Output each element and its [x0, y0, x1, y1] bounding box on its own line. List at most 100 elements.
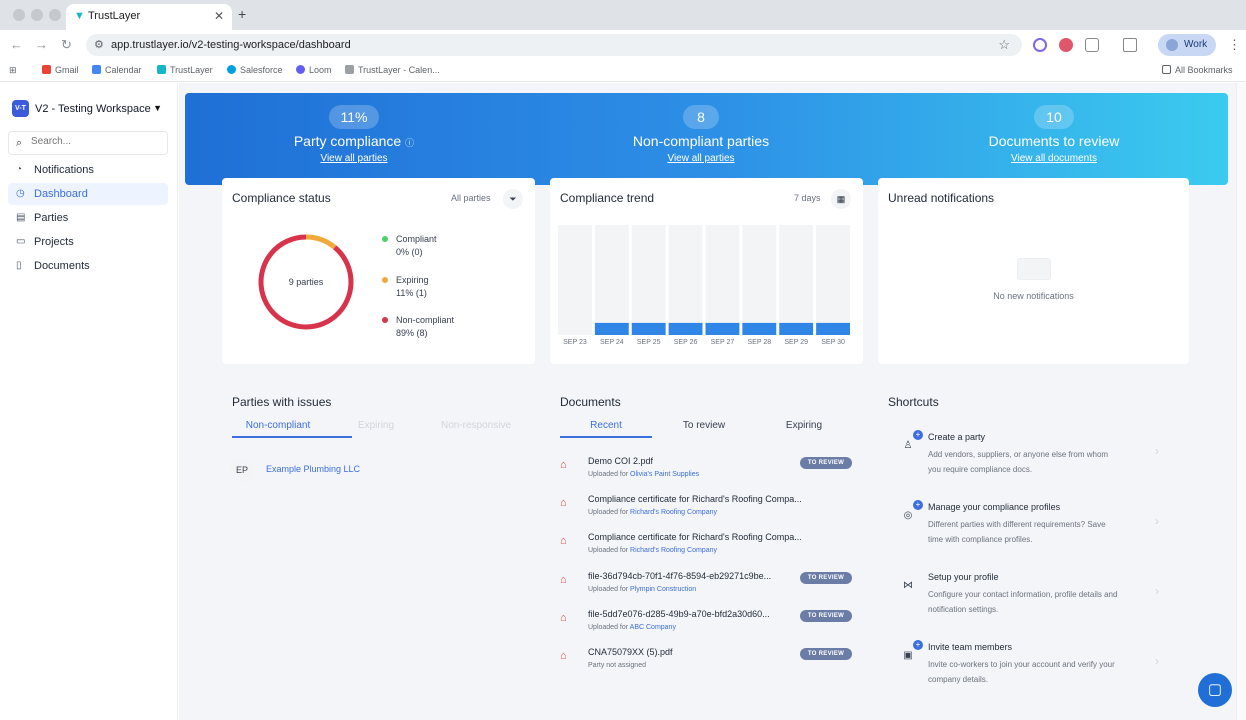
trend-x-tick-label: SEP 27 [711, 339, 735, 346]
party-name-link[interactable]: Example Plumbing LLC [266, 464, 361, 474]
omnibox[interactable]: ⚙ app.trustlayer.io/v2-testing-workspace… [86, 34, 1022, 56]
trend-bar[interactable] [631, 322, 666, 335]
page-scrollbar[interactable] [1236, 83, 1246, 720]
extension-icon[interactable] [1033, 38, 1047, 52]
trend-bar-background [594, 225, 629, 335]
trustlayer-favicon-icon: ▼ [74, 10, 85, 22]
side-panel-icon[interactable] [1123, 38, 1137, 52]
url-text[interactable]: app.trustlayer.io/v2-testing-workspace/d… [111, 39, 351, 51]
document-name[interactable]: file-5dd7e076-d285-49b9-a70e-bfd2a30d60.… [588, 609, 770, 619]
search-input[interactable] [31, 136, 161, 147]
all-bookmarks[interactable]: All Bookmarks [1162, 65, 1233, 75]
pdf-icon: ⌂ [560, 497, 567, 509]
document-subtitle: Uploaded for ABC Company [588, 624, 676, 631]
reload-icon[interactable]: ↻ [61, 37, 72, 52]
extension-icon[interactable] [1059, 38, 1073, 52]
pdf-icon: ⌂ [560, 574, 567, 586]
shortcut-invite-team[interactable]: ▣ + Invite team members Invite co-worker… [890, 640, 1180, 698]
sidebar-item-dashboard[interactable]: ◷ Dashboard [8, 183, 168, 205]
legend-name: Expiring [396, 275, 429, 285]
trend-bar[interactable] [742, 322, 777, 335]
sidebar-item-parties[interactable]: ▤ Parties [8, 207, 168, 229]
site-info-icon[interactable]: ⚙ [94, 39, 104, 51]
shortcut-description: Configure your contact information, prof… [928, 590, 1118, 614]
trend-bar[interactable] [668, 322, 703, 335]
document-row[interactable]: ⌂ file-5dd7e076-d285-49b9-a70e-bfd2a30d6… [560, 609, 852, 637]
new-tab-icon[interactable]: + [238, 6, 247, 22]
view-all-parties-link[interactable]: View all parties [667, 153, 735, 164]
document-row[interactable]: ⌂ CNA75079XX (5).pdf Party not assigned … [560, 647, 852, 675]
shortcut-create-party[interactable]: ♙ + Create a party Add vendors, supplier… [890, 430, 1180, 488]
document-name[interactable]: file-36d794cb-70f1-4f76-8594-eb29271c9be… [588, 571, 772, 581]
browser-tab[interactable]: ▼ TrustLayer ✕ [66, 4, 232, 30]
profile-button[interactable]: Work [1158, 34, 1216, 56]
sidebar: V-T V2 - Testing Workspace ▼ ⌕ ◔ Notific… [0, 83, 178, 720]
apps-grid-icon[interactable]: ⊞ [9, 65, 17, 75]
bookmark-calendar[interactable]: Calendar [92, 65, 142, 75]
forward-icon[interactable]: → [35, 37, 48, 52]
filter-label[interactable]: All parties [451, 193, 491, 203]
browser-menu-icon[interactable]: ⋮ [1228, 37, 1241, 52]
info-icon[interactable]: ⓘ [405, 138, 415, 148]
bookmark-salesforce[interactable]: Salesforce [227, 65, 283, 75]
trend-bar[interactable] [594, 322, 629, 335]
trend-bar-background [631, 225, 666, 335]
extensions-puzzle-icon[interactable] [1085, 38, 1099, 52]
party-link[interactable]: ABC Company [629, 624, 676, 631]
chevron-right-icon: › [1155, 514, 1159, 528]
calendar-icon[interactable]: ▦ [831, 189, 851, 209]
document-row[interactable]: ⌂ Demo COI 2.pdf Uploaded for Olivia's P… [560, 456, 852, 484]
party-link[interactable]: Richard's Roofing Company [630, 509, 717, 516]
address-bar-row: ← → ↻ ⚙ app.trustlayer.io/v2-testing-wor… [0, 30, 1246, 60]
sidebar-item-label: Documents [34, 260, 90, 272]
tab-to-review[interactable]: To review [682, 420, 726, 431]
range-label[interactable]: 7 days [794, 193, 821, 203]
document-row[interactable]: ⌂ file-36d794cb-70f1-4f76-8594-eb29271c9… [560, 571, 852, 599]
filter-icon[interactable]: ⏷ [503, 189, 523, 209]
document-name[interactable]: Compliance certificate for Richard's Roo… [588, 532, 802, 542]
kpi-party-compliance: 11% Party compliance ⓘ View all parties [204, 105, 504, 164]
document-name[interactable]: CNA75079XX (5).pdf [588, 647, 673, 657]
maximize-window-button[interactable] [49, 9, 61, 21]
chat-support-button[interactable]: ▢ [1198, 673, 1232, 707]
trend-bar-background [816, 225, 850, 335]
profile-avatar-icon [1166, 39, 1178, 51]
sidebar-item-projects[interactable]: ▭ Projects [8, 231, 168, 253]
search-box[interactable]: ⌕ [8, 131, 168, 155]
sidebar-item-notifications[interactable]: ◔ Notifications [8, 159, 168, 181]
close-tab-icon[interactable]: ✕ [213, 9, 224, 23]
bookmark-trustlayer[interactable]: TrustLayer [157, 65, 213, 75]
minimize-window-button[interactable] [31, 9, 43, 21]
caret-down-icon: ▼ [153, 103, 162, 113]
tab-expiring[interactable]: Expiring [785, 420, 823, 431]
back-icon[interactable]: ← [10, 37, 23, 52]
bookmark-gmail[interactable]: Gmail [42, 65, 79, 75]
view-all-documents-link[interactable]: View all documents [1011, 153, 1097, 164]
tab-non-compliant[interactable]: Non-compliant [245, 420, 311, 431]
card-title: Compliance status [232, 191, 331, 205]
party-link[interactable]: Richard's Roofing Company [630, 547, 717, 554]
party-link[interactable]: Olivia's Paint Supplies [630, 471, 700, 478]
workspace-switcher[interactable]: V-T V2 - Testing Workspace ▼ [8, 96, 168, 122]
tab-expiring[interactable]: Expiring [357, 420, 395, 431]
document-name[interactable]: Demo COI 2.pdf [588, 456, 654, 466]
tab-non-responsive[interactable]: Non-responsive [440, 420, 512, 431]
document-row[interactable]: ⌂ Compliance certificate for Richard's R… [560, 494, 852, 522]
bookmark-trustlayer-calendar[interactable]: TrustLayer - Calen... [345, 65, 440, 75]
view-all-parties-link[interactable]: View all parties [320, 153, 388, 164]
bookmark-loom[interactable]: Loom [296, 65, 332, 75]
chevron-right-icon: › [1155, 444, 1159, 458]
document-row[interactable]: ⌂ Compliance certificate for Richard's R… [560, 532, 852, 560]
trend-bar[interactable] [705, 322, 740, 335]
shortcut-title: Setup your profile [928, 572, 999, 582]
party-link[interactable]: Plympin Construction [630, 586, 697, 593]
trend-bar[interactable] [816, 322, 850, 335]
trend-bar[interactable] [779, 322, 814, 335]
close-window-button[interactable] [13, 9, 25, 21]
shortcut-compliance-profiles[interactable]: ◎ + Manage your compliance profiles Diff… [890, 500, 1180, 558]
tab-recent[interactable]: Recent [590, 420, 622, 431]
sidebar-item-documents[interactable]: ▯ Documents [8, 255, 168, 277]
bookmark-star-icon[interactable]: ☆ [998, 37, 1010, 52]
document-name[interactable]: Compliance certificate for Richard's Roo… [588, 494, 802, 504]
shortcut-setup-profile[interactable]: ⋈ Setup your profile Configure your cont… [890, 572, 1180, 628]
